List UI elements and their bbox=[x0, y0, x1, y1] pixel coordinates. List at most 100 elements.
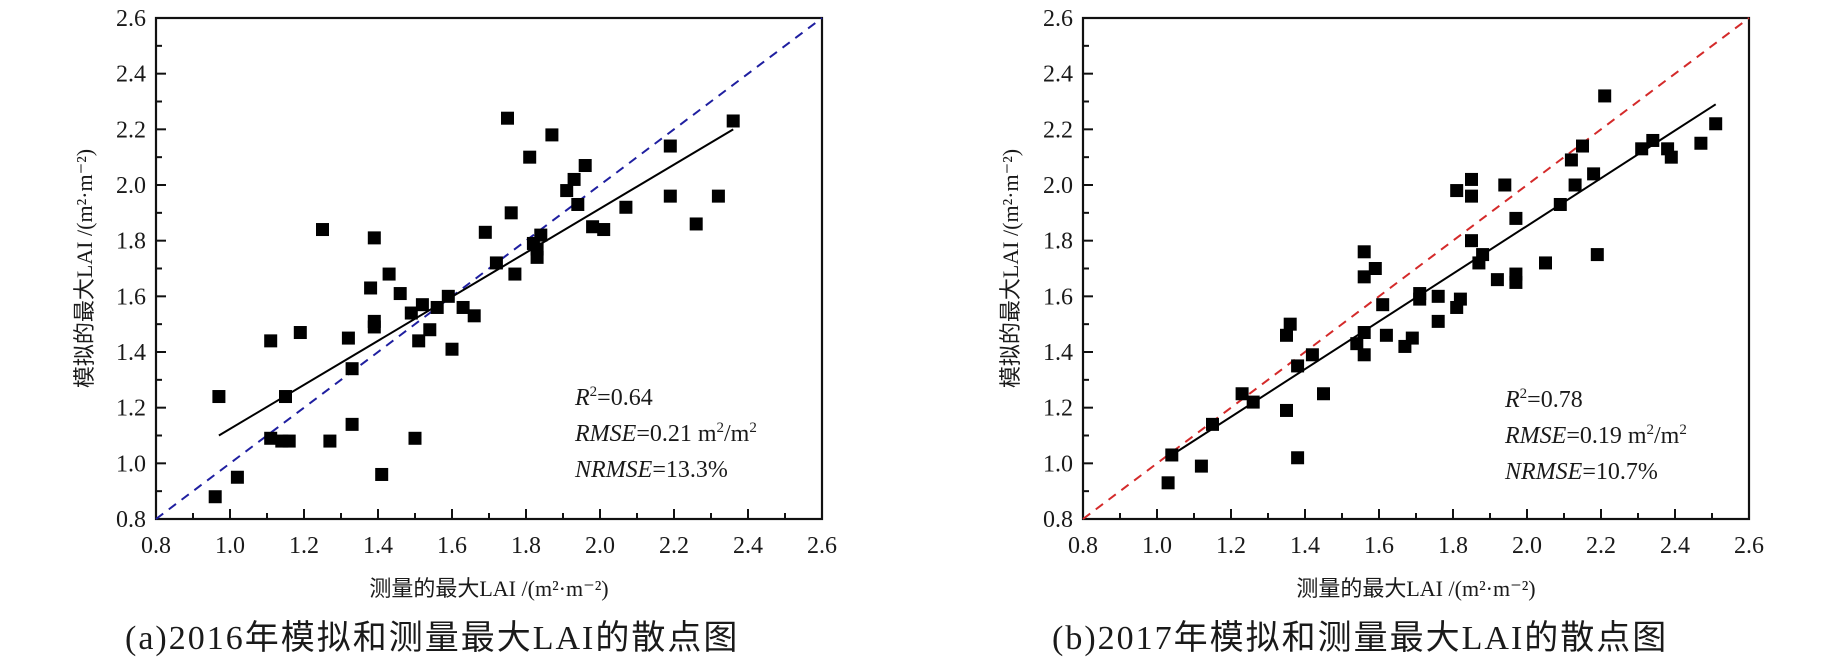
data-point bbox=[1694, 136, 1708, 150]
data-point bbox=[1431, 314, 1445, 328]
data-point bbox=[430, 300, 444, 314]
data-point bbox=[1317, 387, 1330, 401]
x-tick-label: 2.4 bbox=[1660, 533, 1690, 559]
data-point bbox=[1590, 248, 1604, 262]
annotation-segment: RMSE bbox=[1504, 423, 1567, 449]
data-point bbox=[1357, 245, 1371, 259]
x-tick-label: 1.2 bbox=[1216, 533, 1246, 559]
data-point bbox=[663, 189, 677, 203]
data-point bbox=[1357, 326, 1371, 340]
data-point bbox=[578, 159, 592, 173]
annotation-segment: =0.19 m bbox=[1566, 423, 1647, 449]
annotation-segment: =0.78 bbox=[1527, 387, 1583, 413]
data-point bbox=[408, 431, 422, 445]
y-tick-label: 1.0 bbox=[1043, 451, 1073, 477]
r-squared-annotation: R2=0.78 bbox=[1504, 386, 1583, 413]
data-point bbox=[571, 197, 585, 211]
data-point bbox=[1235, 387, 1249, 401]
y-tick-label: 0.8 bbox=[1043, 507, 1073, 533]
data-point bbox=[1379, 328, 1393, 342]
y-tick-label: 0.8 bbox=[116, 507, 146, 533]
data-point bbox=[367, 320, 381, 334]
annotation-segment: 2 bbox=[590, 384, 598, 400]
nrmse-annotation: NRMSE=10.7% bbox=[1504, 459, 1658, 485]
annotation-segment: R bbox=[1504, 387, 1520, 413]
y-tick-label: 2.4 bbox=[1043, 62, 1073, 88]
data-point bbox=[441, 289, 455, 303]
data-point bbox=[1350, 337, 1364, 351]
data-point bbox=[1453, 292, 1467, 306]
rmse-annotation: RMSE=0.21 m2/m2 bbox=[574, 420, 757, 447]
data-point bbox=[1194, 459, 1208, 473]
y-tick-label: 2.0 bbox=[1043, 173, 1073, 199]
data-point bbox=[1498, 178, 1512, 192]
annotation-segment: 2 bbox=[1679, 422, 1687, 438]
x-tick-label: 1.0 bbox=[1142, 533, 1172, 559]
data-point bbox=[393, 287, 407, 301]
data-point bbox=[1553, 197, 1567, 211]
x-tick-label: 1.2 bbox=[289, 533, 319, 559]
y-tick-label: 1.4 bbox=[116, 340, 146, 366]
data-point bbox=[282, 434, 296, 448]
data-point bbox=[1291, 359, 1305, 373]
data-point bbox=[375, 467, 389, 481]
x-tick-label: 1.0 bbox=[215, 533, 245, 559]
data-point bbox=[1465, 234, 1478, 248]
data-point bbox=[1539, 256, 1552, 270]
data-point bbox=[726, 114, 740, 128]
y-tick-label: 1.6 bbox=[1043, 284, 1073, 310]
y-tick-label: 1.8 bbox=[116, 229, 146, 255]
y-tick-label: 1.0 bbox=[116, 451, 146, 477]
x-tick-label: 2.0 bbox=[585, 533, 615, 559]
annotation-segment: =0.21 m bbox=[636, 421, 717, 447]
x-axis-label: 测量的最大LAI /(m²·m⁻²) bbox=[369, 576, 608, 601]
caption-b: (b)2017年模拟和测量最大LAI的散点图 bbox=[1052, 620, 1669, 657]
annotation-segment: NRMSE bbox=[1504, 459, 1583, 485]
data-point bbox=[230, 470, 244, 484]
data-point bbox=[1709, 117, 1723, 131]
regression-line bbox=[218, 128, 734, 437]
data-point bbox=[412, 334, 426, 348]
data-point bbox=[597, 223, 611, 237]
data-point bbox=[1206, 417, 1219, 431]
data-point bbox=[212, 390, 226, 404]
data-point bbox=[208, 490, 222, 504]
x-tick-label: 2.6 bbox=[807, 533, 837, 559]
data-point bbox=[1165, 448, 1179, 462]
y-tick-label: 1.6 bbox=[116, 284, 146, 310]
annotation-segment: 2 bbox=[717, 420, 725, 436]
x-tick-label: 2.2 bbox=[659, 533, 689, 559]
data-point bbox=[504, 206, 518, 220]
x-tick-label: 1.4 bbox=[1290, 533, 1320, 559]
data-point bbox=[567, 172, 581, 186]
regression-line bbox=[1171, 103, 1717, 456]
data-point bbox=[293, 326, 307, 340]
y-tick-label: 2.2 bbox=[1043, 117, 1073, 143]
caption-a: (a)2016年模拟和测量最大LAI的散点图 bbox=[125, 620, 740, 657]
rmse-annotation: RMSE=0.19 m2/m2 bbox=[1504, 422, 1687, 449]
annotation-segment: /m bbox=[724, 421, 750, 447]
data-point bbox=[1450, 184, 1464, 198]
y-tick-label: 1.8 bbox=[1043, 229, 1073, 255]
data-point bbox=[534, 228, 548, 242]
data-point bbox=[508, 267, 522, 281]
data-point bbox=[1280, 328, 1293, 342]
data-point bbox=[1490, 273, 1504, 287]
x-tick-label: 0.8 bbox=[141, 533, 171, 559]
x-tick-label: 1.4 bbox=[363, 533, 393, 559]
panel-b-scatter-plot: 0.8 1.0 1.2 1.4 1.6 1.8 2.0 2.2 2.4 2.6 0.8 1.0 1.2 1… bbox=[998, 6, 1764, 601]
data-point bbox=[1635, 142, 1649, 156]
nrmse-annotation: NRMSE=13.3% bbox=[574, 457, 728, 483]
data-point bbox=[367, 231, 381, 245]
data-point bbox=[1246, 395, 1260, 409]
data-point bbox=[1564, 153, 1578, 167]
data-point bbox=[1376, 298, 1390, 312]
data-point bbox=[1305, 348, 1319, 362]
data-point bbox=[1431, 289, 1445, 303]
annotation-segment: 2 bbox=[749, 420, 757, 436]
data-point bbox=[345, 362, 359, 376]
data-point bbox=[404, 306, 418, 320]
data-point bbox=[545, 128, 559, 142]
one-to-one-line bbox=[1082, 17, 1750, 520]
